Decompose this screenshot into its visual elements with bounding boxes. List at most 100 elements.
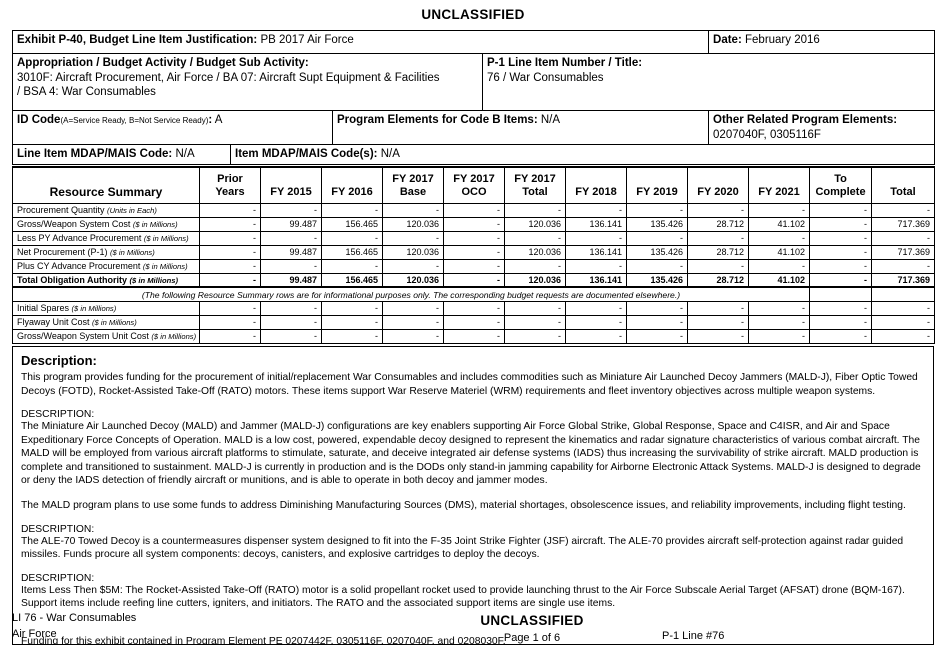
- page-footer: LI 76 - War Consumables Air Force UNCLAS…: [12, 611, 934, 657]
- exhibit-header-table: Exhibit P-40, Budget Line Item Justifica…: [11, 30, 936, 166]
- cell-value: -: [504, 258, 566, 274]
- resource-summary-body: Procurement Quantity (Units in Each) - - - -…: [12, 202, 935, 344]
- id-code-value: A: [214, 114, 223, 126]
- cell-value: -: [504, 230, 566, 246]
- cell-value: -: [199, 258, 261, 274]
- cell-value: -: [260, 202, 322, 218]
- cell-value: -: [626, 300, 688, 316]
- cell-value: 120.036: [382, 272, 444, 289]
- mdap-mais-row: Line Item MDAP/MAIS Code: N/A Item MDAP/…: [12, 144, 936, 166]
- cell-value: -: [809, 230, 872, 246]
- cell-value: -: [382, 230, 444, 246]
- appropriation-line-2: / BSA 4: War Consumables: [17, 86, 156, 99]
- resource-summary-table: Resource Summary Prior Years FY 2015 FY 2016…: [12, 166, 935, 344]
- column-header-7: FY 2018: [565, 166, 627, 204]
- cell-value: -: [565, 202, 627, 218]
- cell-value: -: [504, 314, 566, 330]
- cell-value: -: [565, 258, 627, 274]
- cell-value: 135.426: [626, 272, 688, 289]
- cell-value: 156.465: [321, 216, 383, 232]
- cell-value: -: [443, 244, 505, 260]
- row-label: Gross/Weapon System Unit Cost ($ in Mill…: [12, 328, 200, 344]
- cell-value: -: [199, 328, 261, 344]
- description-heading-1: DESCRIPTION:: [21, 409, 95, 421]
- cell-value: -: [748, 230, 810, 246]
- column-header-11: To Complete: [809, 166, 872, 204]
- item-mdap-cell: Item MDAP/MAIS Code(s): N/A: [229, 144, 936, 166]
- footer-line-item: LI 76 - War Consumables: [12, 612, 137, 624]
- cell-value: -: [199, 314, 261, 330]
- cell-value: -: [321, 328, 383, 344]
- description-title: Description:: [21, 352, 97, 368]
- exhibit-title-cell: Exhibit P-40, Budget Line Item Justifica…: [11, 30, 710, 54]
- cell-value: -: [199, 244, 261, 260]
- cell-value: -: [382, 202, 444, 218]
- cell-value: -: [565, 300, 627, 316]
- cell-value: -: [809, 202, 872, 218]
- cell-value: 717.369: [871, 216, 935, 232]
- spacer: [21, 513, 925, 524]
- cell-value: -: [871, 300, 935, 316]
- cell-value: -: [626, 314, 688, 330]
- description-intro-paragraph: This program provides funding for the pr…: [21, 371, 918, 397]
- classification-banner-bottom: UNCLASSIFIED: [480, 613, 584, 628]
- cell-value: -: [260, 300, 322, 316]
- cell-value: -: [199, 300, 261, 316]
- cell-value: 41.102: [748, 272, 810, 289]
- spacer: [21, 488, 925, 499]
- cell-value: -: [443, 202, 505, 218]
- cell-value: -: [443, 272, 505, 289]
- cell-value: -: [321, 202, 383, 218]
- cell-value: -: [504, 328, 566, 344]
- id-code-row: ID Code(A=Service Ready, B=Not Service R…: [12, 109, 936, 146]
- cell-value: 717.369: [871, 272, 935, 289]
- cell-value: -: [871, 202, 935, 218]
- row-label: Less PY Advance Procurement ($ in Millio…: [12, 230, 200, 246]
- appropriation-cell: Appropriation / Budget Activity / Budget…: [12, 53, 483, 111]
- other-related-value: 0207040F, 0305116F: [713, 128, 821, 141]
- cell-value: -: [748, 202, 810, 218]
- cell-value: -: [382, 328, 444, 344]
- note-blank-cell: [809, 286, 872, 302]
- cell-value: -: [809, 328, 872, 344]
- cell-value: -: [626, 328, 688, 344]
- appropriation-row: Appropriation / Budget Activity / Budget…: [12, 53, 936, 111]
- note-blank-cell: [871, 286, 935, 302]
- description-heading-3: DESCRIPTION:: [21, 572, 95, 584]
- cell-value: -: [443, 258, 505, 274]
- column-header-4: FY 2017 Base: [382, 166, 444, 204]
- cell-value: -: [565, 230, 627, 246]
- cell-value: 156.465: [321, 272, 383, 289]
- cell-value: -: [443, 328, 505, 344]
- date-label: Date:: [713, 34, 742, 46]
- informational-note-row: (The following Resource Summary rows are…: [12, 286, 935, 302]
- column-header-8: FY 2019: [626, 166, 688, 204]
- resource-summary-header-row: Resource Summary Prior Years FY 2015 FY 2016…: [12, 166, 935, 204]
- column-header-0: Resource Summary: [12, 166, 200, 204]
- cell-value: -: [809, 300, 872, 316]
- cell-value: 717.369: [871, 244, 935, 260]
- cell-value: 99.487: [260, 244, 322, 260]
- description-funding-note: Funding for this exhibit contained in Pr…: [21, 635, 506, 645]
- cell-value: -: [443, 216, 505, 232]
- cell-value: -: [504, 300, 566, 316]
- column-header-10: FY 2021: [748, 166, 810, 204]
- date-cell: Date: February 2016: [708, 30, 936, 54]
- row-label: Net Procurement (P-1) ($ in Millions): [12, 244, 200, 260]
- appropriation-label: Appropriation / Budget Activity / Budget…: [17, 57, 309, 69]
- row-label: Procurement Quantity (Units in Each): [12, 202, 200, 218]
- line-item-mdap-value: N/A: [175, 148, 195, 161]
- footer-left: LI 76 - War Consumables Air Force: [12, 611, 412, 647]
- cell-value: 41.102: [748, 216, 810, 232]
- id-code-cell: ID Code(A=Service Ready, B=Not Service R…: [12, 109, 333, 146]
- cell-value: -: [687, 300, 749, 316]
- table-row-informational: Flyaway Unit Cost ($ in Millions) - - - - - - -…: [12, 314, 935, 330]
- cell-value: -: [382, 300, 444, 316]
- cell-value: -: [626, 258, 688, 274]
- appropriation-line-1: 3010F: Aircraft Procurement, Air Force /…: [17, 71, 440, 84]
- cell-value: -: [443, 300, 505, 316]
- table-row-informational: Gross/Weapon System Unit Cost ($ in Mill…: [12, 328, 935, 344]
- exhibit-value: PB 2017 Air Force: [260, 34, 354, 46]
- description-paragraph-4: Items Less Then $5M: The Rocket-Assisted…: [21, 584, 905, 610]
